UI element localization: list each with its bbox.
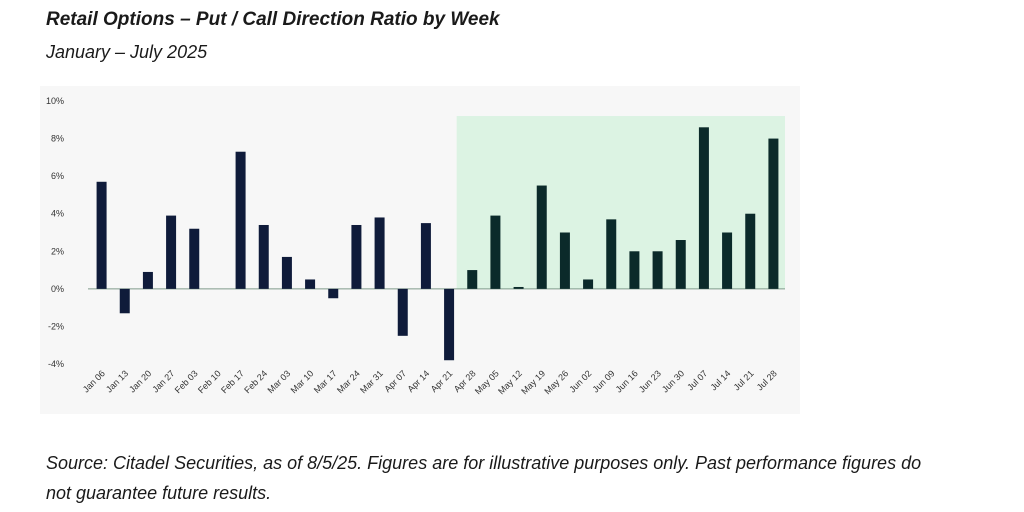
bar bbox=[235, 151, 246, 289]
y-tick-label: 10% bbox=[46, 96, 64, 106]
bar bbox=[328, 288, 339, 299]
y-tick-label: 2% bbox=[51, 246, 64, 256]
bar bbox=[305, 279, 316, 289]
bar bbox=[374, 217, 385, 289]
chart-subtitle: January – July 2025 bbox=[46, 42, 208, 62]
bar bbox=[722, 232, 733, 289]
bar bbox=[444, 288, 455, 361]
y-tick-label: 6% bbox=[51, 171, 64, 181]
bar bbox=[698, 127, 709, 289]
bar bbox=[189, 228, 200, 289]
y-tick-label: 8% bbox=[51, 134, 64, 144]
bar bbox=[166, 215, 177, 289]
bar bbox=[281, 256, 292, 289]
bar bbox=[142, 271, 153, 289]
bar bbox=[490, 215, 501, 289]
bar bbox=[397, 288, 408, 336]
bar bbox=[258, 224, 269, 289]
bar bbox=[675, 240, 686, 289]
bar bbox=[467, 270, 478, 289]
bar bbox=[420, 223, 431, 289]
bar bbox=[745, 213, 756, 289]
chart-area: 10% 8% 6% 4% 2% 0% -2% -4% Jan 06 Jan 13 Jan 20 Jan… bbox=[40, 86, 800, 418]
bar bbox=[583, 279, 594, 289]
bar bbox=[768, 138, 779, 289]
y-tick-label: -4% bbox=[48, 359, 64, 369]
source-note: Source: Citadel Securities, as of 8/5/25… bbox=[46, 453, 922, 503]
bar bbox=[606, 219, 617, 289]
bar bbox=[96, 181, 107, 289]
bar bbox=[536, 185, 547, 289]
y-tick-label: 0% bbox=[51, 284, 64, 294]
y-tick-label: -2% bbox=[48, 321, 64, 331]
bar bbox=[513, 286, 524, 289]
bar bbox=[351, 224, 362, 289]
bar bbox=[652, 251, 663, 289]
highlight-region bbox=[456, 116, 785, 289]
bar bbox=[119, 288, 130, 314]
chart-title: Retail Options – Put / Call Direction Ra… bbox=[46, 9, 500, 30]
bar bbox=[559, 232, 570, 289]
bar bbox=[629, 251, 640, 289]
y-tick-label: 4% bbox=[51, 209, 64, 219]
